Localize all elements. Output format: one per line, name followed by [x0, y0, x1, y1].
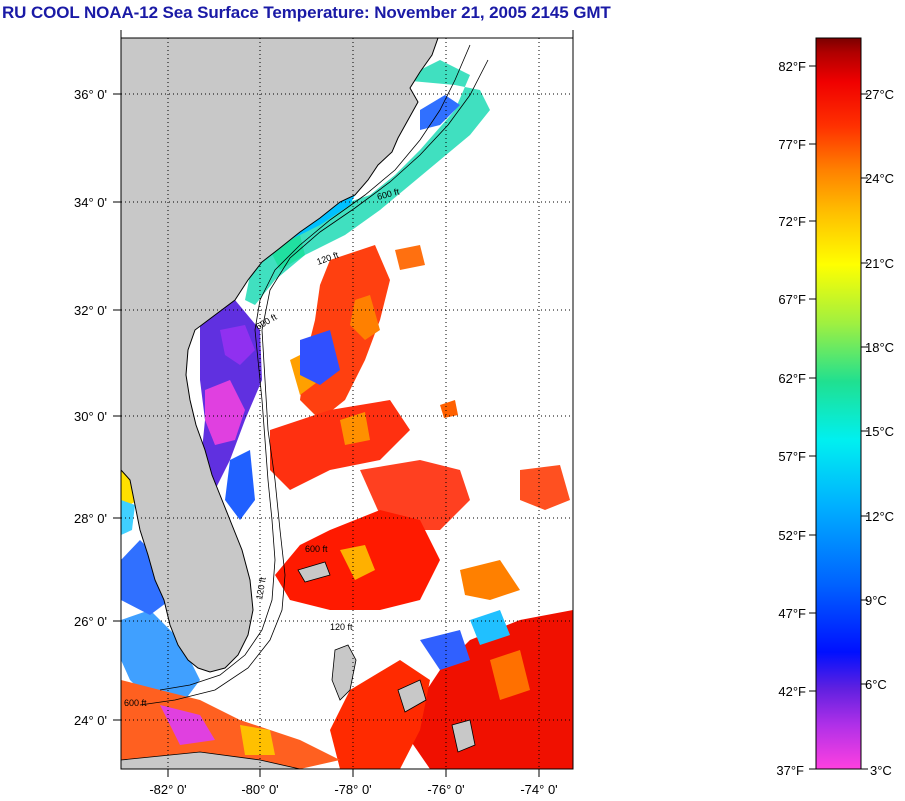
lon-label: -78° 0'	[334, 782, 371, 797]
island-shape	[121, 751, 301, 769]
celsius-label: 27°C	[865, 87, 894, 102]
isobath-label: 120 ft	[330, 622, 353, 632]
fahrenheit-label: 42°F	[778, 684, 806, 699]
colorbar-ticks	[809, 65, 868, 770]
fahrenheit-label: 57°F	[778, 449, 806, 464]
lon-label: -74° 0'	[520, 782, 557, 797]
fahrenheit-label: 47°F	[778, 606, 806, 621]
lat-label: 30° 0'	[74, 409, 107, 424]
fahrenheit-labels: 82°F 77°F 72°F 67°F 62°F 57°F 52°F 47°F …	[776, 59, 806, 778]
island-shape	[451, 719, 476, 753]
celsius-label: 15°C	[865, 424, 894, 439]
lat-label: 36° 0'	[74, 87, 107, 102]
lon-label: -82° 0'	[149, 782, 186, 797]
celsius-labels: 27°C 24°C 21°C 18°C 15°C 12°C 9°C 6°C 3°…	[865, 87, 894, 778]
lon-label: -76° 0'	[427, 782, 464, 797]
celsius-label: 12°C	[865, 509, 894, 524]
map-title: RU COOL NOAA-12 Sea Surface Temperature:…	[2, 3, 611, 22]
longitude-labels: -82° 0' -80° 0' -78° 0' -76° 0' -74° 0'	[149, 782, 557, 797]
lat-label: 32° 0'	[74, 303, 107, 318]
isobath-label: 600 ft	[305, 544, 328, 554]
isobath-contours	[139, 44, 489, 706]
lat-label: 34° 0'	[74, 195, 107, 210]
celsius-label: 21°C	[865, 256, 894, 271]
grid-lines	[121, 38, 573, 769]
celsius-label: 6°C	[865, 677, 887, 692]
island-shape	[331, 644, 357, 701]
lat-label: 24° 0'	[74, 713, 107, 728]
island-shape	[397, 679, 427, 713]
map-layer: 600 ft 120 ft 600 ft 120 ft 600 ft 120 f…	[121, 38, 573, 769]
colorbar: 82°F 77°F 72°F 67°F 62°F 57°F 52°F 47°F …	[776, 37, 894, 778]
plot-frame	[120, 37, 574, 770]
celsius-label: 9°C	[865, 593, 887, 608]
celsius-label: 3°C	[870, 763, 892, 778]
latitude-labels: 36° 0' 34° 0' 32° 0' 30° 0' 28° 0' 26° 0…	[74, 87, 107, 728]
fahrenheit-label: 52°F	[778, 528, 806, 543]
fahrenheit-label: 67°F	[778, 292, 806, 307]
celsius-label: 18°C	[865, 340, 894, 355]
fahrenheit-label: 77°F	[778, 137, 806, 152]
isobath-label: 600 ft	[124, 698, 147, 708]
isobath-label: 120 ft	[254, 576, 268, 600]
lat-label: 28° 0'	[74, 511, 107, 526]
fahrenheit-label: 62°F	[778, 371, 806, 386]
fahrenheit-label: 37°F	[776, 763, 804, 778]
celsius-label: 24°C	[865, 171, 894, 186]
colorbar-gradient	[815, 37, 862, 770]
fahrenheit-label: 72°F	[778, 214, 806, 229]
island-shape	[297, 561, 331, 583]
lat-label: 26° 0'	[74, 614, 107, 629]
lon-label: -80° 0'	[241, 782, 278, 797]
fahrenheit-label: 82°F	[778, 59, 806, 74]
axis-ticks	[113, 30, 574, 777]
